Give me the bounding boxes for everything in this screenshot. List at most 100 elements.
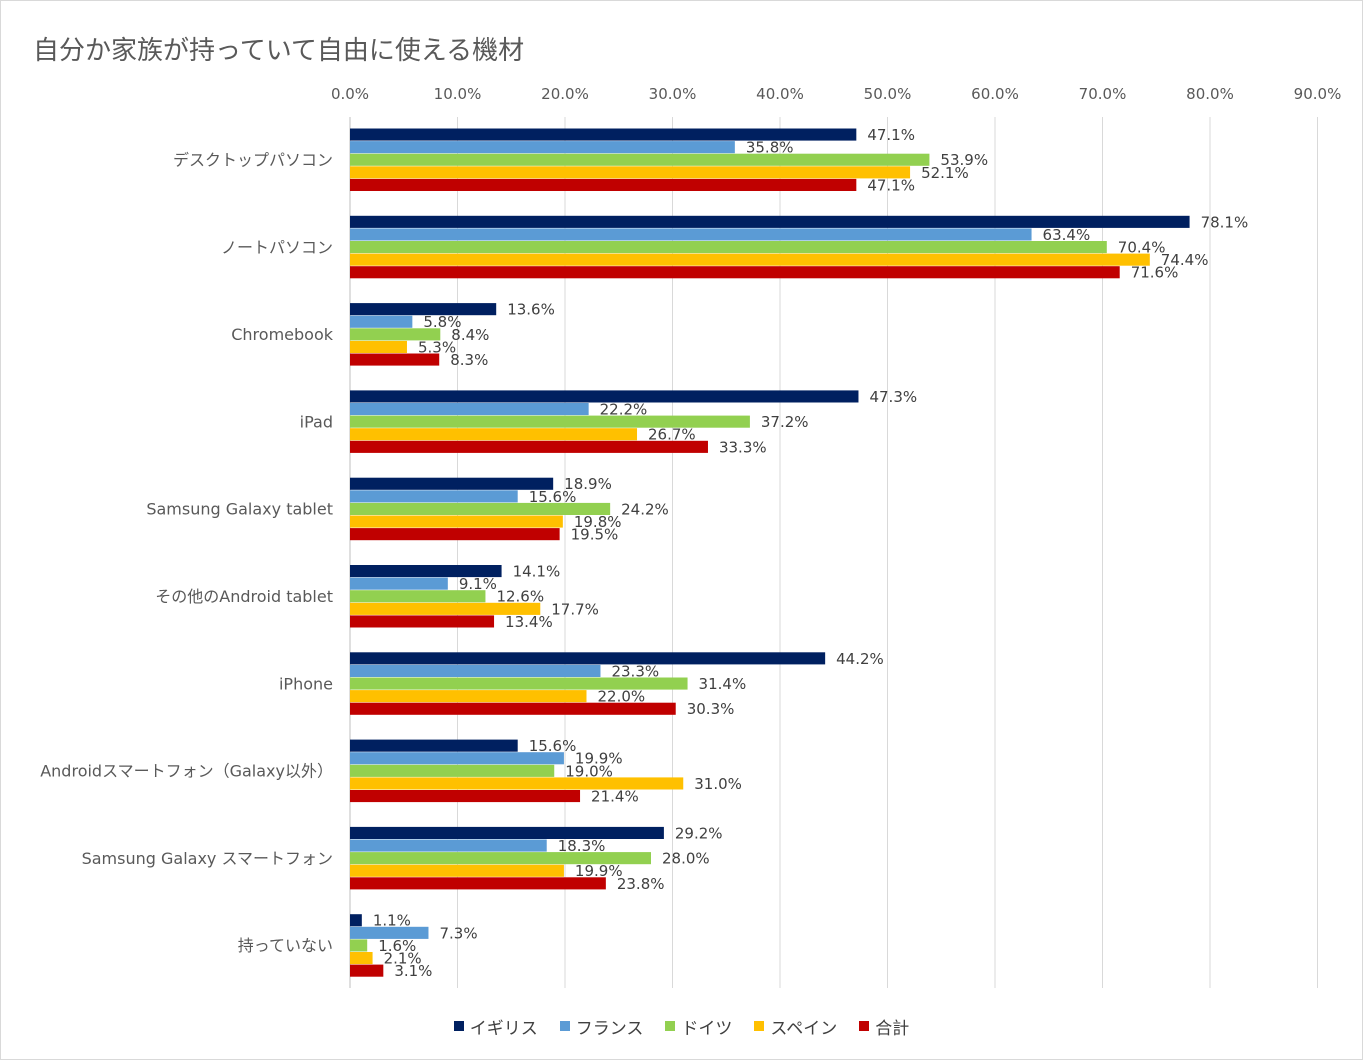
- data-label: 47.1%: [867, 126, 915, 144]
- data-label: 31.4%: [699, 675, 747, 693]
- legend-swatch: [453, 1021, 464, 1031]
- bar: [350, 739, 518, 752]
- data-label: 19.8%: [574, 513, 622, 531]
- data-label: 53.9%: [940, 151, 988, 169]
- bar: [350, 777, 684, 790]
- legend-label: ドイツ: [681, 1018, 733, 1039]
- data-label: 78.1%: [1201, 213, 1249, 231]
- data-label: 37.2%: [761, 413, 809, 431]
- legend-swatch: [665, 1021, 676, 1031]
- bar: [350, 141, 735, 154]
- data-label: 3.1%: [394, 962, 432, 980]
- bar: [350, 228, 1032, 241]
- bar: [350, 502, 611, 515]
- data-label: 19.5%: [571, 526, 619, 544]
- data-label: 1.6%: [378, 937, 416, 955]
- data-label: 74.4%: [1161, 251, 1209, 269]
- chart-title: 自分か家族が持っていて自由に使える機材: [33, 36, 525, 66]
- bar: [350, 839, 547, 852]
- bar: [350, 215, 1190, 228]
- x-tick-label: 50.0%: [864, 85, 912, 103]
- data-label: 9.1%: [459, 575, 497, 593]
- bar: [350, 253, 1150, 266]
- data-label: 5.8%: [423, 313, 461, 331]
- x-tick-label: 40.0%: [756, 85, 804, 103]
- category-label: Samsung Galaxy スマートフォン: [82, 849, 333, 868]
- bar: [350, 590, 486, 603]
- bar: [350, 914, 362, 927]
- category-label: ノートパソコン: [221, 238, 333, 257]
- legend-swatch: [754, 1021, 765, 1031]
- category-label: 持っていない: [238, 936, 333, 955]
- data-label: 15.6%: [529, 737, 577, 755]
- data-label: 17.7%: [551, 600, 599, 618]
- bar: [350, 690, 587, 703]
- bar: [350, 153, 930, 166]
- legend-label: イギリス: [469, 1018, 538, 1039]
- bar: [350, 528, 560, 541]
- chart-legend: イギリス フランス ドイツ スペイン 合計: [0, 1014, 1363, 1039]
- bar: [350, 752, 564, 765]
- bar: [350, 303, 497, 316]
- bar: [350, 790, 581, 803]
- legend-item: イギリス: [453, 1014, 538, 1039]
- bar: [350, 826, 664, 839]
- data-label: 18.9%: [564, 475, 612, 493]
- bar: [350, 764, 555, 777]
- legend-swatch: [559, 1021, 570, 1031]
- data-label: 18.3%: [558, 837, 606, 855]
- data-label: 47.1%: [867, 176, 915, 194]
- category-label: その他のAndroid tablet: [155, 587, 333, 606]
- bar: [350, 952, 373, 965]
- category-label: デスクトップパソコン: [173, 151, 333, 170]
- category-label: Samsung Galaxy tablet: [146, 500, 333, 519]
- x-tick-label: 90.0%: [1294, 85, 1342, 103]
- data-label: 24.2%: [621, 500, 669, 518]
- data-label: 5.3%: [418, 338, 456, 356]
- data-label: 8.3%: [450, 351, 488, 369]
- data-label: 26.7%: [648, 426, 696, 444]
- data-label: 23.3%: [611, 662, 659, 680]
- data-label: 33.3%: [719, 438, 767, 456]
- bar: [350, 490, 518, 503]
- bar: [350, 403, 589, 416]
- data-label: 21.4%: [591, 788, 639, 806]
- bar: [350, 440, 708, 453]
- data-label: 22.0%: [598, 688, 646, 706]
- bar: [350, 677, 688, 690]
- x-tick-label: 70.0%: [1079, 85, 1127, 103]
- legend-swatch: [859, 1021, 870, 1031]
- bar: [350, 428, 638, 441]
- data-label: 13.6%: [507, 301, 555, 319]
- bar: [350, 128, 857, 141]
- legend-item: スペイン: [754, 1014, 837, 1039]
- data-label: 8.4%: [451, 326, 489, 344]
- bar: [350, 477, 554, 490]
- legend-label: スペイン: [770, 1018, 838, 1039]
- data-label: 7.3%: [439, 924, 477, 942]
- x-tick-label: 30.0%: [649, 85, 697, 103]
- x-tick-label: 20.0%: [541, 85, 589, 103]
- data-label: 31.0%: [694, 775, 742, 793]
- bar: [350, 565, 502, 578]
- bar: [350, 415, 750, 428]
- data-label: 35.8%: [746, 139, 794, 157]
- category-label: iPhone: [279, 674, 333, 693]
- data-label: 14.1%: [513, 563, 561, 581]
- bar: [350, 926, 429, 939]
- bar: [350, 602, 541, 615]
- data-label: 63.4%: [1043, 226, 1091, 244]
- x-tick-label: 80.0%: [1186, 85, 1234, 103]
- legend-item: フランス: [559, 1014, 643, 1039]
- bar: [350, 664, 601, 677]
- bar: [350, 652, 826, 665]
- bar: [350, 515, 563, 528]
- data-label: 44.2%: [836, 650, 884, 668]
- x-tick-label: 0.0%: [331, 85, 369, 103]
- bar: [350, 178, 857, 191]
- data-label: 30.3%: [687, 700, 735, 718]
- data-label: 23.8%: [617, 875, 665, 893]
- bar: [350, 328, 441, 341]
- data-label: 15.6%: [529, 488, 577, 506]
